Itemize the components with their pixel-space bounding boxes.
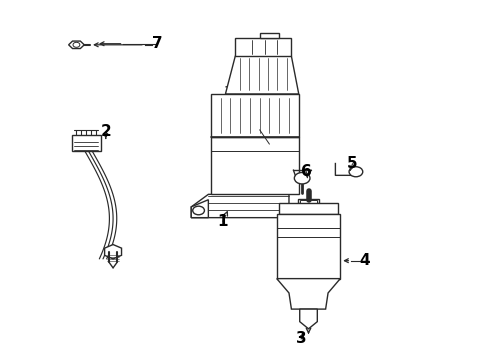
- Text: 3: 3: [296, 331, 307, 346]
- Text: 7: 7: [152, 36, 162, 51]
- Polygon shape: [260, 33, 279, 39]
- Polygon shape: [300, 309, 318, 329]
- Circle shape: [73, 42, 80, 47]
- Polygon shape: [72, 135, 101, 151]
- Circle shape: [349, 167, 363, 177]
- Text: 2: 2: [100, 124, 111, 139]
- Polygon shape: [235, 39, 292, 56]
- Polygon shape: [279, 203, 338, 214]
- Polygon shape: [104, 244, 122, 259]
- Circle shape: [294, 172, 310, 184]
- Text: 1: 1: [218, 214, 228, 229]
- Bar: [300, 200, 318, 203]
- Polygon shape: [277, 214, 340, 279]
- Polygon shape: [69, 41, 84, 49]
- Circle shape: [193, 206, 204, 215]
- Text: 4: 4: [359, 253, 370, 268]
- Polygon shape: [277, 279, 340, 309]
- Polygon shape: [191, 194, 289, 218]
- Text: 5: 5: [347, 156, 358, 171]
- Polygon shape: [211, 137, 299, 194]
- Text: 6: 6: [301, 163, 312, 179]
- Polygon shape: [225, 56, 299, 94]
- Polygon shape: [211, 94, 299, 137]
- Bar: [298, 199, 319, 203]
- Polygon shape: [191, 200, 208, 218]
